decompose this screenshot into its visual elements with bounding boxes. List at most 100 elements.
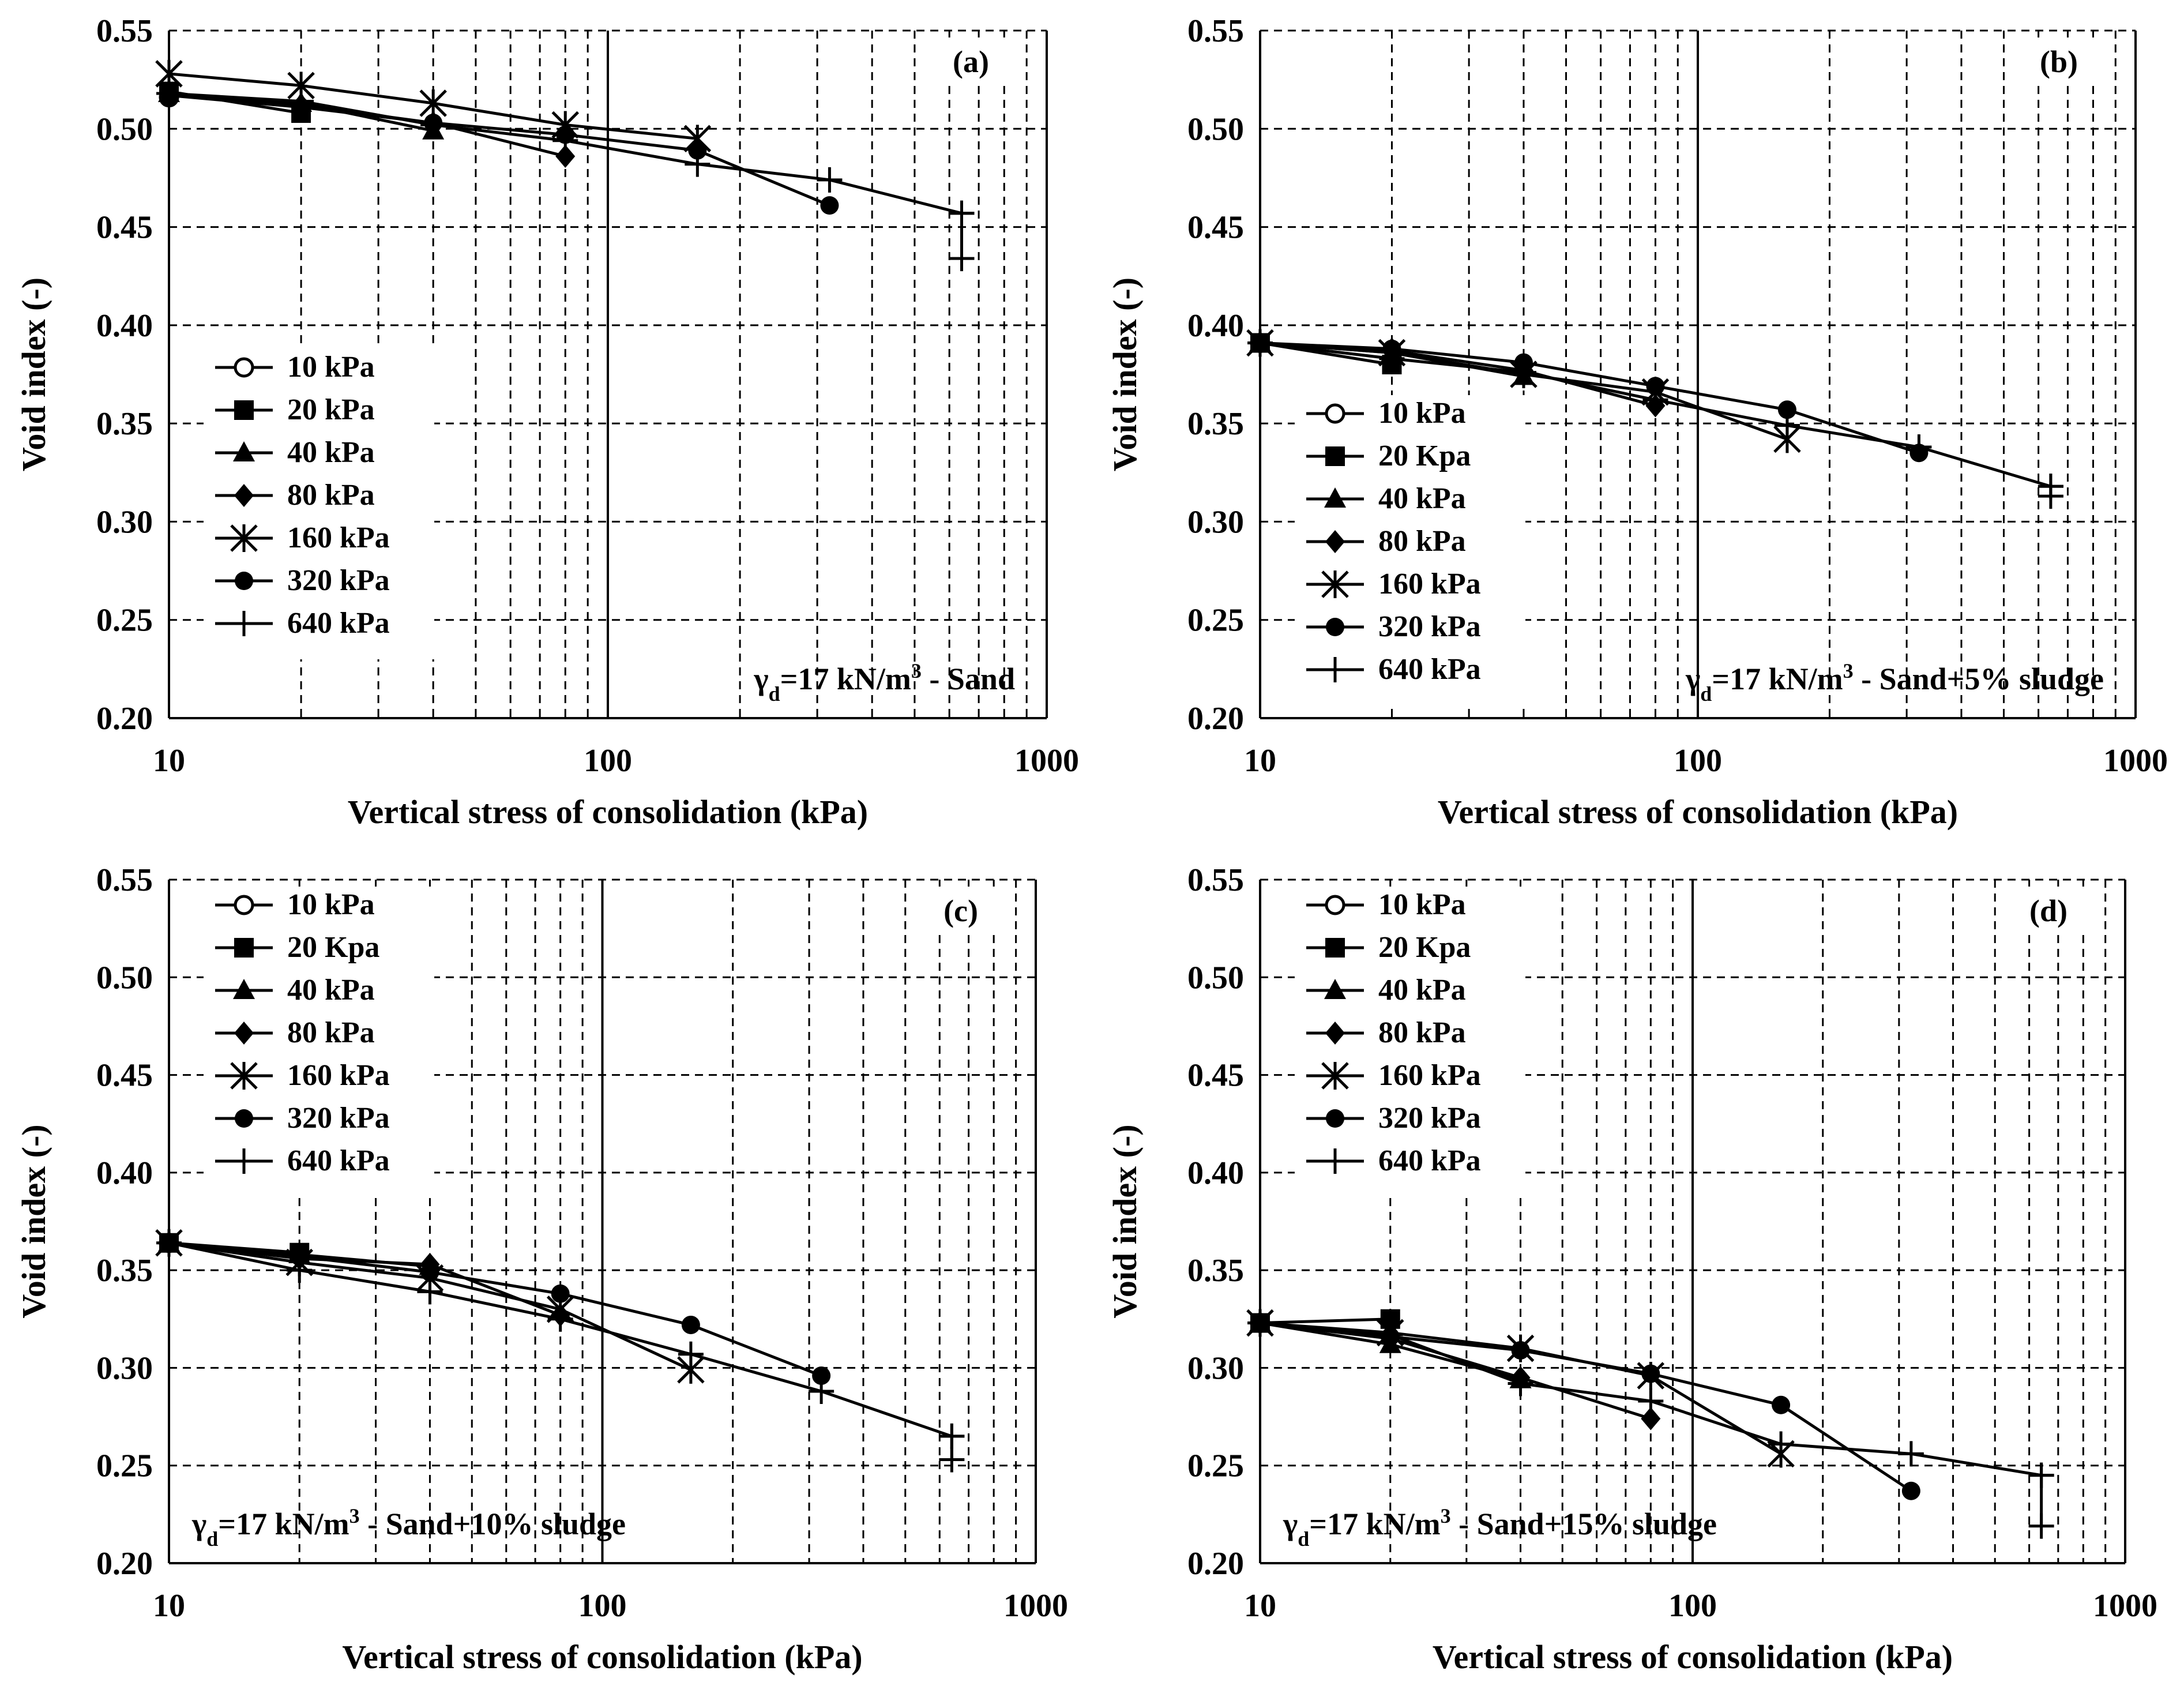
y-tick-label: 0.35 xyxy=(1187,406,1244,442)
y-tick-label: 0.30 xyxy=(96,1350,153,1386)
y-tick-label: 0.20 xyxy=(96,1546,153,1582)
annotation-gamma: γ xyxy=(753,662,768,696)
legend: 10 kPa 20 Kpa 40 kPa 80 kPa 160 kPa 320 kPa 64… xyxy=(204,887,434,1197)
series-line xyxy=(1260,1317,1390,1325)
x-axis-title: Vertical stress of consolidation (kPa) xyxy=(1433,1638,1953,1676)
annotation: γd=17 kN/m3 - Sand+15% sludge xyxy=(1283,1504,1717,1550)
annotation-rest: - Sand+5% sludge xyxy=(1854,662,2104,696)
y-tick-label: 0.35 xyxy=(96,1253,153,1289)
chart_data.legend-6-marker xyxy=(231,1148,257,1174)
chart_data.0.series.6.2-marker xyxy=(420,112,446,138)
chart_data.legend-6-marker xyxy=(231,611,257,636)
annotation: γd=17 kN/m3 - Sand xyxy=(753,659,1015,705)
annotation-gamma: γ xyxy=(1685,662,1700,696)
chart_data.legend-0-marker xyxy=(234,357,254,378)
annotation-sup: 3 xyxy=(1843,659,1854,682)
y-tick-label: 0.45 xyxy=(1187,210,1244,246)
y-tick-label: 0.45 xyxy=(96,1058,153,1094)
x-tick-label: 10 xyxy=(1244,743,1276,779)
chart_data.2.series.6.3-marker xyxy=(547,1306,573,1332)
annotation-sub: d xyxy=(1298,1527,1309,1550)
legend: 10 kPa 20 kPa 40 kPa 80 kPa 160 kPa 320 kPa 64… xyxy=(204,349,434,659)
legend-label: 320 kPa xyxy=(1378,1102,1481,1135)
annotation-mid: =17 kN/m xyxy=(1309,1507,1440,1541)
chart_data.1.series.6.2-marker xyxy=(1510,359,1536,385)
chart_data.legend-6-marker xyxy=(1322,657,1348,682)
chart_data.3.series.6.1-marker xyxy=(1377,1321,1403,1347)
x-tick-label: 10 xyxy=(1244,1588,1276,1624)
x-tick-label: 10 xyxy=(153,743,185,779)
chart_data.3.series.6.0-marker xyxy=(1247,1310,1273,1336)
legend: 10 kPa 20 Kpa 40 kPa 80 kPa 160 kPa 320 kPa 64… xyxy=(1295,887,1525,1197)
chart_data.3.series.5.5-marker xyxy=(1901,1481,1920,1500)
chart_data.1.series.6.5-marker xyxy=(1906,434,1932,460)
x-tick-label: 1000 xyxy=(2093,1588,2157,1624)
chart_data.2.series.7.1-marker xyxy=(939,1447,965,1473)
legend-label: 20 Kpa xyxy=(1378,440,1471,472)
legend-label: 640 kPa xyxy=(287,607,390,640)
panel-tag: (b) xyxy=(2040,44,2078,79)
chart_data.2.series.5.4-marker xyxy=(681,1315,700,1334)
chart_data.3.series.6.4-marker xyxy=(1768,1431,1794,1457)
chart_data.2.series.7.0-marker xyxy=(939,1423,965,1449)
chart_data.0.series.5.5-marker xyxy=(820,196,839,215)
chart_data.0.series.5.4-marker xyxy=(688,141,707,160)
x-tick-label: 100 xyxy=(1668,1588,1717,1624)
annotation-sup: 3 xyxy=(911,659,922,682)
y-tick-label: 0.50 xyxy=(1187,960,1244,996)
y-tick-label: 0.25 xyxy=(1187,603,1244,639)
y-tick-label: 0.20 xyxy=(96,701,153,737)
chart_data.2.series.5.3-marker xyxy=(551,1284,570,1303)
chart_data.2.series.6.0-marker xyxy=(156,1230,182,1256)
x-axis-title: Vertical stress of consolidation (kPa) xyxy=(342,1638,862,1676)
legend-label: 320 kPa xyxy=(287,1102,390,1135)
y-tick-label: 0.50 xyxy=(1187,111,1244,147)
series-line xyxy=(168,1241,822,1377)
x-tick-label: 1000 xyxy=(1014,743,1079,779)
panel-tag-background xyxy=(931,37,1012,82)
chart_data.0.series.6.0-marker xyxy=(156,80,182,106)
annotation-sub: d xyxy=(769,682,780,705)
legend-label: 80 kPa xyxy=(287,1016,375,1049)
panel-tag-background xyxy=(2020,37,2101,82)
annotation-gamma: γ xyxy=(191,1507,206,1541)
annotation-sub: d xyxy=(206,1527,218,1550)
chart_data.3.series.3.3-marker xyxy=(1641,1407,1661,1431)
chart_data.1.series.5.3-marker xyxy=(1646,377,1665,396)
y-tick-label: 0.30 xyxy=(1187,1350,1244,1386)
chart_data.3.series.6.2-marker xyxy=(1508,1371,1533,1396)
legend-label: 80 kPa xyxy=(287,479,375,512)
chart_data.3.series.5.3-marker xyxy=(1641,1364,1660,1383)
chart_data.legend-4-marker xyxy=(230,1062,258,1090)
chart_data.1.series.6.4-marker xyxy=(1774,412,1800,438)
y-tick-label: 0.50 xyxy=(96,111,153,147)
chart_data.legend-4-marker xyxy=(230,524,258,552)
series-320-kpa xyxy=(1251,1313,1920,1500)
legend-label: 160 kPa xyxy=(1378,1059,1481,1092)
y-tick-label: 0.50 xyxy=(96,960,153,996)
y-tick-label: 0.20 xyxy=(1187,1546,1244,1582)
y-tick-label: 0.40 xyxy=(96,308,153,344)
chart_data.legend-2-marker xyxy=(1324,979,1346,999)
legend-label: 160 kPa xyxy=(287,1059,390,1092)
chart_data.legend-4-marker xyxy=(1321,570,1349,598)
chart_data.legend-3-marker xyxy=(1325,530,1345,553)
series-line xyxy=(168,93,830,207)
chart_data.legend-2-marker xyxy=(233,441,255,461)
chart_data.legend-1-marker xyxy=(234,400,254,420)
chart_data.legend-3-marker xyxy=(1325,1022,1345,1045)
annotation-sup: 3 xyxy=(349,1504,360,1527)
y-tick-label: 0.25 xyxy=(96,1448,153,1484)
chart_data.2.series.6.5-marker xyxy=(809,1379,834,1405)
y-tick-label: 0.40 xyxy=(96,1155,153,1191)
annotation-mid: =17 kN/m xyxy=(1712,662,1843,696)
panel-tag: (d) xyxy=(2029,893,2068,928)
y-axis-title: Void index (-) xyxy=(15,277,52,471)
chart_data.2.series.6.2-marker xyxy=(417,1279,443,1305)
y-tick-label: 0.35 xyxy=(96,406,153,442)
chart_data.3.series.6.3-marker xyxy=(1638,1388,1664,1414)
legend-label: 320 kPa xyxy=(1378,610,1481,643)
legend-label: 640 kPa xyxy=(1378,653,1481,686)
panel-tag: (a) xyxy=(953,44,989,79)
